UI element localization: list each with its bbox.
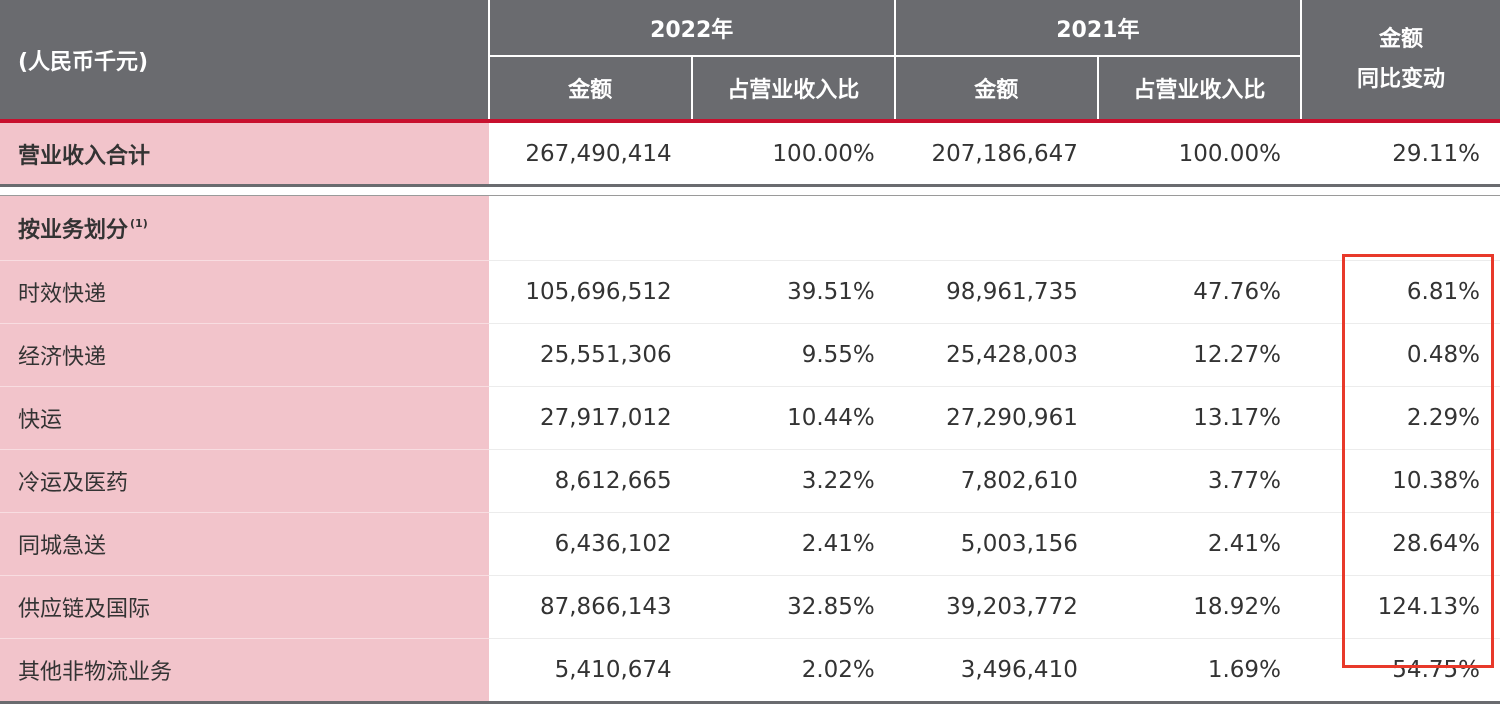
ratio-2022-cell: 2.02% <box>691 638 895 704</box>
amount-2021-cell: 39,203,772 <box>894 575 1098 639</box>
ratio-2022-cell: 2.41% <box>691 512 895 576</box>
amount-2022-cell: 105,696,512 <box>488 260 692 324</box>
change-cell: 0.48% <box>1300 323 1500 387</box>
amount-2022-cell: 25,551,306 <box>488 323 692 387</box>
change-header-line1: 金额 <box>1378 26 1423 52</box>
ratio-2022-cell: 3.22% <box>691 449 895 513</box>
table-body: 营业收入合计 267,490,414 100.00% 207,186,647 1… <box>0 119 1500 704</box>
ratio-2021-header: 占营业收入比 <box>1097 56 1302 119</box>
ratio-2021-cell: 47.76% <box>1097 260 1301 324</box>
ratio-2021-cell: 3.77% <box>1097 449 1301 513</box>
section-label-text: 按业务划分 <box>18 218 129 243</box>
amount-2022-cell: 5,410,674 <box>488 638 692 704</box>
total-amount-2022: 267,490,414 <box>525 140 672 167</box>
total-ratio-2022: 100.00% <box>772 140 875 167</box>
unit-label: (人民币千元) <box>0 0 490 119</box>
change-cell: 2.29% <box>1300 386 1500 450</box>
total-row: 营业收入合计 267,490,414 100.00% 207,186,647 1… <box>0 123 1500 186</box>
table-row: 供应链及国际 87,866,143 32.85% 39,203,772 18.9… <box>0 575 1500 639</box>
ratio-2021-cell: 1.69% <box>1097 638 1301 704</box>
row-label: 快运 <box>0 386 489 450</box>
total-change: 29.11% <box>1392 140 1480 167</box>
table-header: (人民币千元) 2022年 2021年 金额 同比变动 金额 占营业收入比 金额… <box>0 0 1500 119</box>
ratio-2022-cell: 39.51% <box>691 260 895 324</box>
ratio-2022-cell: 10.44% <box>691 386 895 450</box>
amount-2021-header: 金额 <box>894 56 1099 119</box>
section-row: 按业务划分 (1) <box>0 195 1500 261</box>
ratio-2022-cell: 9.55% <box>691 323 895 387</box>
ratio-2021-cell: 12.27% <box>1097 323 1301 387</box>
total-amount-2021: 207,186,647 <box>931 140 1078 167</box>
row-label: 时效快递 <box>0 260 489 324</box>
row-label: 供应链及国际 <box>0 575 489 639</box>
total-separator <box>0 184 1500 196</box>
ratio-2021-cell: 13.17% <box>1097 386 1301 450</box>
amount-2022-cell: 87,866,143 <box>488 575 692 639</box>
table-row: 经济快递 25,551,306 9.55% 25,428,003 12.27% … <box>0 323 1500 387</box>
row-label: 经济快递 <box>0 323 489 387</box>
section-label: 按业务划分 (1) <box>0 195 489 261</box>
change-cell: 6.81% <box>1300 260 1500 324</box>
amount-2021-cell: 25,428,003 <box>894 323 1098 387</box>
change-cell: 10.38% <box>1300 449 1500 513</box>
header-accent-line <box>0 119 1500 123</box>
amount-2022-cell: 8,612,665 <box>488 449 692 513</box>
change-header-line2: 同比变动 <box>1356 66 1445 92</box>
table-row: 时效快递 105,696,512 39.51% 98,961,735 47.76… <box>0 260 1500 324</box>
amount-2021-cell: 5,003,156 <box>894 512 1098 576</box>
row-label: 冷运及医药 <box>0 449 489 513</box>
section-footnote: (1) <box>130 217 148 230</box>
amount-2021-cell: 98,961,735 <box>894 260 1098 324</box>
amount-2022-cell: 27,917,012 <box>488 386 692 450</box>
table-row: 冷运及医药 8,612,665 3.22% 7,802,610 3.77% 10… <box>0 449 1500 513</box>
table-row: 其他非物流业务 5,410,674 2.02% 3,496,410 1.69% … <box>0 638 1500 704</box>
row-label: 其他非物流业务 <box>0 638 489 704</box>
amount-2022-cell: 6,436,102 <box>488 512 692 576</box>
amount-2021-cell: 7,802,610 <box>894 449 1098 513</box>
change-cell: 124.13% <box>1300 575 1500 639</box>
ratio-2022-header: 占营业收入比 <box>691 56 896 119</box>
change-cell: 54.75% <box>1300 638 1500 704</box>
table-row: 同城急送 6,436,102 2.41% 5,003,156 2.41% 28.… <box>0 512 1500 576</box>
total-ratio-2021: 100.00% <box>1178 140 1281 167</box>
change-cell: 28.64% <box>1300 512 1500 576</box>
year-2022-header: 2022年 <box>488 0 896 57</box>
ratio-2021-cell: 18.92% <box>1097 575 1301 639</box>
row-label: 同城急送 <box>0 512 489 576</box>
ratio-2021-cell: 2.41% <box>1097 512 1301 576</box>
amount-2021-cell: 27,290,961 <box>894 386 1098 450</box>
amount-2021-cell: 3,496,410 <box>894 638 1098 704</box>
ratio-2022-cell: 32.85% <box>691 575 895 639</box>
table-row: 快运 27,917,012 10.44% 27,290,961 13.17% 2… <box>0 386 1500 450</box>
amount-2022-header: 金额 <box>488 56 693 119</box>
change-header: 金额 同比变动 <box>1300 0 1500 119</box>
year-2021-header: 2021年 <box>894 0 1302 57</box>
total-row-label: 营业收入合计 <box>0 123 489 186</box>
